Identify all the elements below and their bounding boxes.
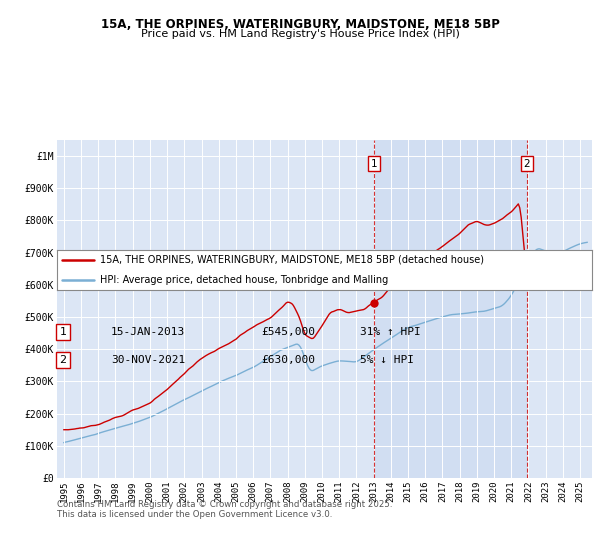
Bar [374, 140, 527, 478]
Text: 2: 2 [59, 355, 67, 365]
Text: HPI: Average price, detached house, Tonbridge and Malling: HPI: Average price, detached house, Tonb… [100, 275, 388, 285]
Text: 15A, THE ORPINES, WATERINGBURY, MAIDSTONE, ME18 5BP (detached house): 15A, THE ORPINES, WATERINGBURY, MAIDSTON… [100, 255, 484, 265]
Text: 1: 1 [371, 158, 377, 169]
Text: 30-NOV-2021: 30-NOV-2021 [111, 355, 185, 365]
Text: Contains HM Land Registry data © Crown copyright and database right 2025.
This d: Contains HM Land Registry data © Crown c… [57, 500, 392, 520]
Text: 31% ↑ HPI: 31% ↑ HPI [360, 327, 421, 337]
Text: £630,000: £630,000 [261, 355, 315, 365]
Text: Price paid vs. HM Land Registry's House Price Index (HPI): Price paid vs. HM Land Registry's House … [140, 29, 460, 39]
Text: 15A, THE ORPINES, WATERINGBURY, MAIDSTONE, ME18 5BP: 15A, THE ORPINES, WATERINGBURY, MAIDSTON… [101, 18, 499, 31]
Text: 2: 2 [524, 158, 530, 169]
Text: 15-JAN-2013: 15-JAN-2013 [111, 327, 185, 337]
Text: 5% ↓ HPI: 5% ↓ HPI [360, 355, 414, 365]
Text: 1: 1 [59, 327, 67, 337]
Text: £545,000: £545,000 [261, 327, 315, 337]
